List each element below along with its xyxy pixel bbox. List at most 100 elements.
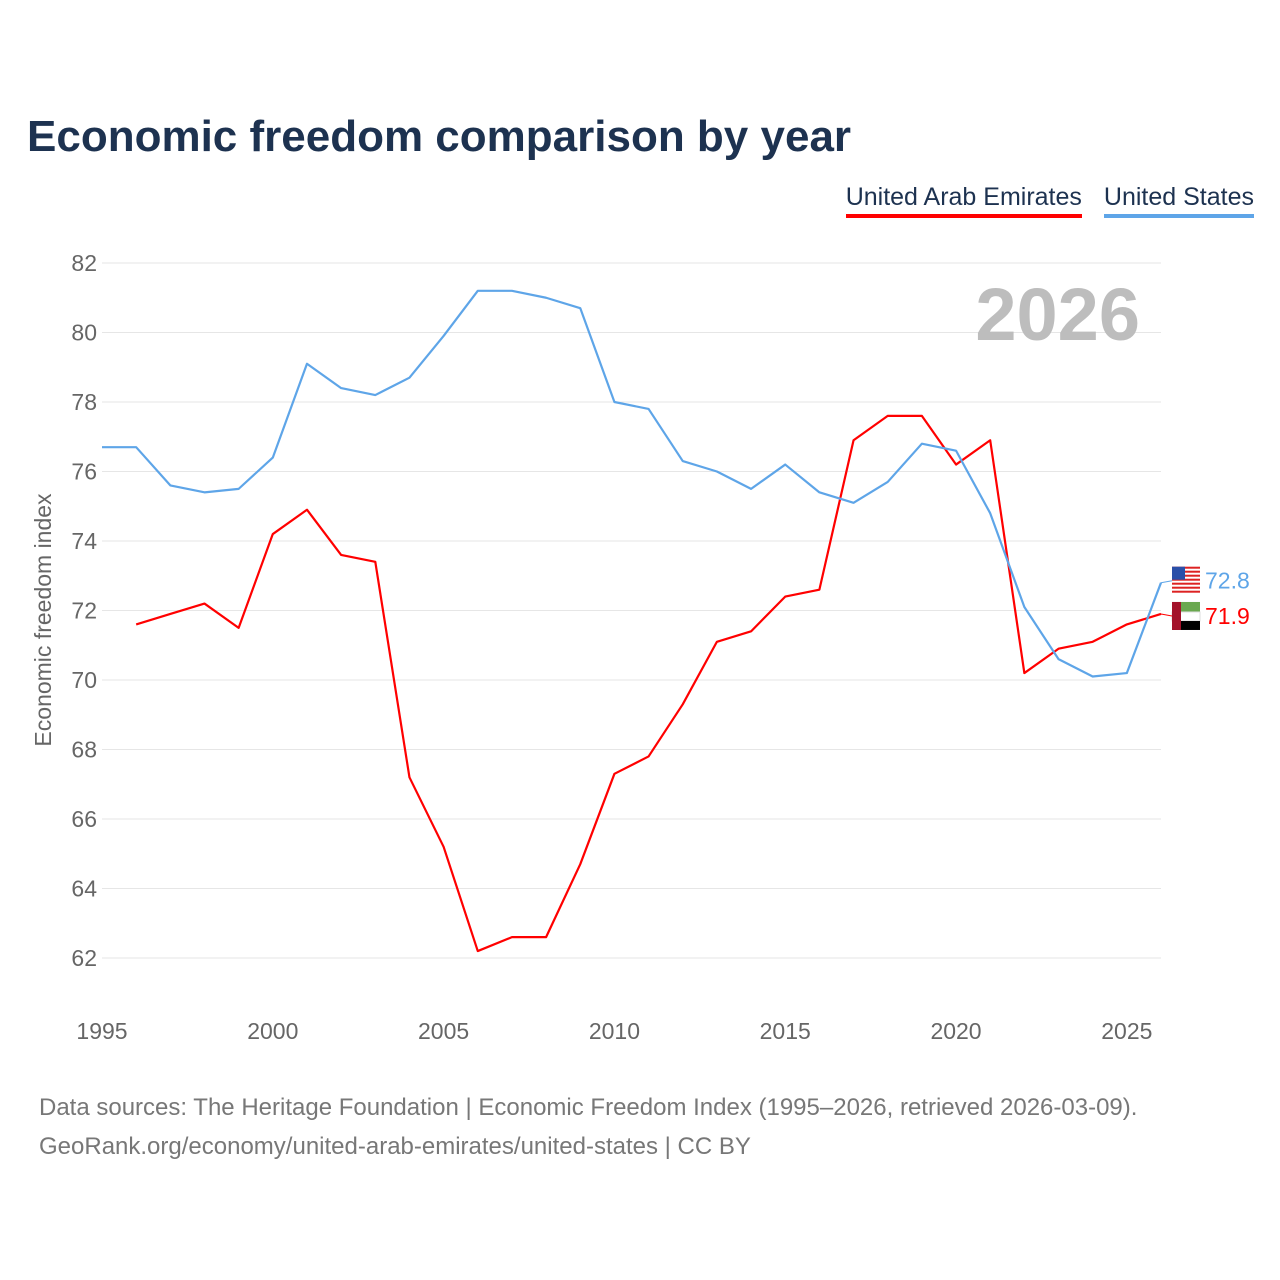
y-tick-label: 72 [71, 598, 97, 624]
us-flag-stripe [1172, 590, 1200, 593]
data-point [442, 845, 446, 849]
data-point [749, 487, 753, 491]
data-point [578, 862, 582, 866]
x-tick-label: 2020 [930, 1018, 981, 1044]
data-point [852, 438, 856, 442]
data-point [954, 449, 958, 453]
uae-flag-stripe [1172, 620, 1200, 630]
y-tick-label: 66 [71, 806, 97, 832]
source-line-1: Data sources: The Heritage Foundation | … [39, 1094, 1138, 1121]
data-point [988, 438, 992, 442]
x-tick-label: 2025 [1101, 1018, 1152, 1044]
data-point [681, 702, 685, 706]
data-point [852, 501, 856, 505]
data-point [1057, 647, 1061, 651]
us-flag-stripe [1172, 566, 1200, 569]
data-point [305, 362, 309, 366]
data-point [715, 470, 719, 474]
data-point [305, 508, 309, 512]
data-point [1091, 640, 1095, 644]
data-point [442, 334, 446, 338]
data-point [817, 588, 821, 592]
data-point [920, 414, 924, 418]
data-point [271, 456, 275, 460]
data-point [988, 511, 992, 515]
us-flag-stripe [1172, 570, 1200, 573]
data-point [271, 532, 275, 536]
data-point [681, 459, 685, 463]
data-point [202, 602, 206, 606]
x-tick-label: 2010 [589, 1018, 640, 1044]
data-point [407, 376, 411, 380]
data-point [100, 445, 104, 449]
data-point [612, 772, 616, 776]
data-point [407, 775, 411, 779]
source-note: Data sources: The Heritage Foundation | … [39, 1088, 1137, 1166]
us-flag-canton [1172, 566, 1185, 580]
data-point [544, 935, 548, 939]
data-point [1057, 657, 1061, 661]
source-line-2[interactable]: GeoRank.org/economy/united-arab-emirates… [39, 1133, 751, 1160]
us-flag-stripe [1172, 574, 1200, 577]
data-point [783, 463, 787, 467]
us-flag-stripe [1172, 578, 1200, 581]
data-point [1125, 671, 1129, 675]
data-point [476, 289, 480, 293]
end-value-label: 72.8 [1205, 568, 1250, 594]
data-point [168, 483, 172, 487]
x-tick-label: 2000 [247, 1018, 298, 1044]
y-tick-label: 68 [71, 737, 97, 763]
x-tick-label: 2005 [418, 1018, 469, 1044]
x-tick-label: 1995 [76, 1018, 127, 1044]
data-point [817, 490, 821, 494]
data-point [954, 463, 958, 467]
data-point [886, 414, 890, 418]
data-point [920, 442, 924, 446]
data-point [783, 595, 787, 599]
us-flag-stripe [1172, 586, 1200, 589]
y-axis-label: Economic freedom index [30, 493, 56, 747]
y-tick-label: 78 [71, 389, 97, 415]
y-tick-label: 76 [71, 459, 97, 485]
data-point [476, 949, 480, 953]
y-tick-label: 82 [71, 250, 97, 276]
end-value-label: 71.9 [1205, 603, 1250, 629]
end-connector [1160, 613, 1173, 617]
data-point [373, 560, 377, 564]
data-point [134, 445, 138, 449]
data-point [647, 407, 651, 411]
uae-flag-icon [1172, 601, 1200, 612]
data-point [1022, 671, 1026, 675]
data-point [202, 490, 206, 494]
series-line-uae [135, 414, 1162, 953]
data-point [612, 400, 616, 404]
data-point [578, 306, 582, 310]
legend-item-us[interactable]: United States [1103, 183, 1254, 218]
data-point [237, 487, 241, 491]
chart-title: Economic freedom comparison by year [27, 112, 852, 161]
data-point [510, 935, 514, 939]
data-point [168, 612, 172, 616]
series-line-us [102, 289, 1163, 678]
y-tick-label: 62 [71, 945, 97, 971]
legend-item-uae[interactable]: United Arab Emirates [845, 183, 1082, 218]
y-tick-label: 74 [71, 528, 97, 554]
data-point [749, 629, 753, 633]
uae-flag-bar [1172, 601, 1181, 630]
data-point [647, 754, 651, 758]
y-tick-label: 70 [71, 667, 97, 693]
legend: United Arab Emirates United States [845, 183, 1254, 218]
y-tick-label: 80 [71, 320, 97, 346]
data-point [1125, 622, 1129, 626]
data-point [237, 626, 241, 630]
data-point [544, 296, 548, 300]
data-point [134, 622, 138, 626]
data-point [339, 553, 343, 557]
data-point [715, 640, 719, 644]
data-point [1091, 675, 1095, 679]
us-flag-stripe [1172, 582, 1200, 585]
data-point [373, 393, 377, 397]
data-point [886, 480, 890, 484]
